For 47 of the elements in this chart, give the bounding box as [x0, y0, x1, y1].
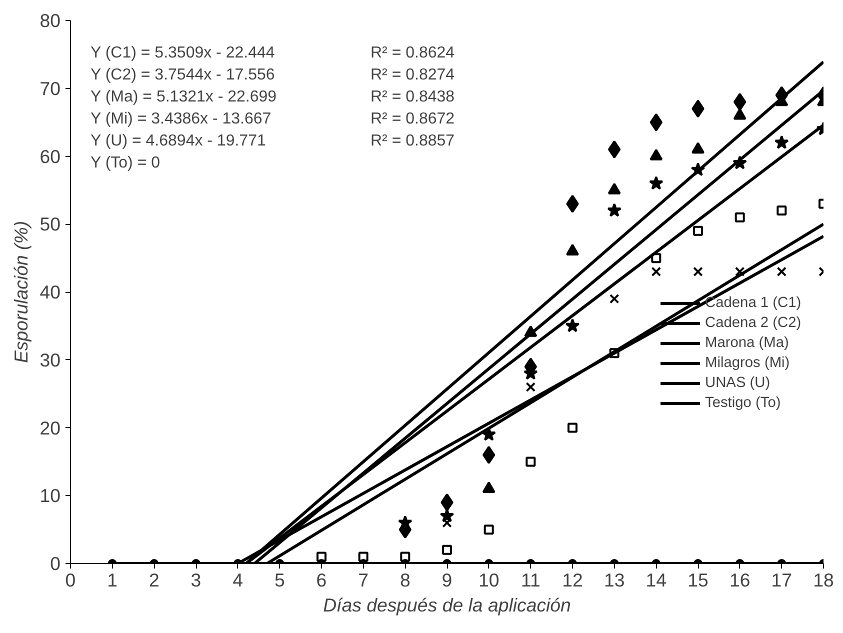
annotation: R² = 0.8672 — [370, 110, 455, 128]
x-tick-label: 1 — [107, 570, 118, 590]
annotation: R² = 0.8857 — [370, 132, 455, 150]
x-tick-label: 15 — [688, 570, 708, 590]
annotation: Y (Ma) = 5.1321x - 22.699 — [90, 88, 277, 106]
legend-label: Cadena 2 (C2) — [705, 314, 802, 332]
y-tick-label: 60 — [40, 146, 61, 167]
y-tick-label: 20 — [40, 417, 61, 438]
y-axis-title: Esporulación (%) — [10, 220, 32, 364]
annotation: Y (C1) = 5.3509x - 22.444 — [90, 44, 275, 62]
x-tick-label: 4 — [232, 570, 244, 590]
x-tick-label: 8 — [400, 570, 410, 590]
y-tick-label: 0 — [50, 553, 61, 574]
x-tick-label: 14 — [646, 570, 667, 590]
x-tick-label: 5 — [274, 570, 285, 590]
x-tick-label: 2 — [148, 570, 160, 590]
y-tick-label: 30 — [40, 349, 61, 370]
annotation: Y (To) = 0 — [90, 154, 160, 172]
y-tick-label: 40 — [40, 282, 61, 302]
legend-label: Cadena 1 (C1) — [705, 294, 802, 312]
x-tick-label: 9 — [442, 570, 452, 590]
x-tick-label: 0 — [65, 570, 76, 590]
annotation: R² = 0.8438 — [370, 88, 455, 106]
annotation: R² = 0.8624 — [370, 44, 455, 62]
legend-label: UNAS (U) — [705, 374, 770, 392]
x-tick-label: 18 — [813, 570, 834, 590]
x-tick-label: 17 — [771, 570, 792, 590]
x-axis-title: Días después de la aplicación — [323, 594, 571, 616]
annotation: Y (U) = 4.6894x - 19.771 — [90, 132, 266, 150]
x-tick-label: 11 — [520, 570, 540, 590]
x-tick-label: 6 — [316, 570, 327, 590]
y-tick-label: 10 — [40, 485, 61, 506]
x-tick-label: 12 — [562, 570, 583, 590]
x-tick-label: 13 — [604, 570, 625, 590]
annotation: R² = 0.8274 — [370, 66, 455, 84]
x-tick-label: 3 — [190, 570, 202, 590]
annotation: Y (C2) = 3.7544x - 17.556 — [90, 66, 275, 84]
legend-label: Marona (Ma) — [705, 334, 789, 352]
y-tick-label: 80 — [40, 10, 61, 31]
annotation: Y (Mi) = 3.4386x - 13.667 — [90, 110, 272, 128]
y-tick-label: 50 — [40, 214, 61, 235]
legend-label: Testigo (To) — [705, 394, 781, 412]
x-tick-label: 16 — [729, 570, 750, 590]
x-tick-label: 10 — [478, 570, 500, 590]
y-tick-label: 70 — [40, 78, 61, 99]
x-tick-label: 7 — [358, 570, 369, 590]
legend-label: Milagros (Mi) — [705, 354, 790, 372]
